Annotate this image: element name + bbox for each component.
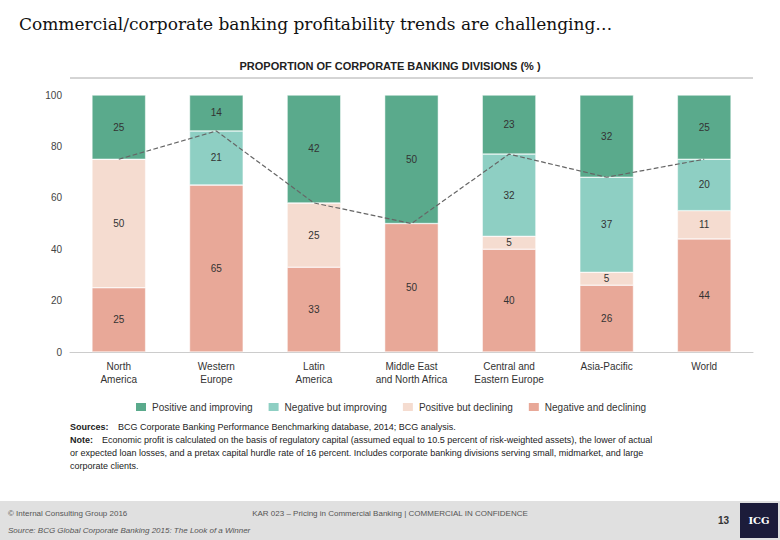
svg-text:Middle East: Middle East — [385, 361, 437, 372]
svg-text:Western: Western — [198, 361, 235, 372]
svg-text:0: 0 — [56, 347, 62, 358]
svg-text:ICG: ICG — [748, 515, 769, 526]
svg-text:23: 23 — [504, 119, 516, 130]
svg-text:America: America — [100, 374, 137, 385]
svg-text:Negative and declining: Negative and declining — [545, 402, 646, 413]
svg-text:100: 100 — [45, 90, 62, 101]
svg-text:and North Africa: and North Africa — [376, 374, 448, 385]
svg-text:Source: BCG Global Corporate B: Source: BCG Global Corporate Banking 201… — [8, 526, 251, 535]
svg-text:13: 13 — [718, 515, 730, 526]
svg-text:40: 40 — [504, 295, 516, 306]
svg-text:26: 26 — [601, 313, 613, 324]
svg-text:50: 50 — [406, 282, 418, 293]
svg-text:11: 11 — [699, 219, 710, 230]
svg-text:20: 20 — [51, 295, 63, 306]
svg-text:5: 5 — [506, 237, 512, 248]
svg-text:BCG Corporate Banking Performa: BCG Corporate Banking Performance Benchm… — [118, 422, 456, 432]
svg-text:Central and: Central and — [483, 361, 535, 372]
svg-text:Europe: Europe — [200, 374, 233, 385]
svg-text:25: 25 — [699, 122, 711, 133]
svg-text:America: America — [296, 374, 333, 385]
svg-text:40: 40 — [51, 244, 63, 255]
svg-text:50: 50 — [406, 154, 418, 165]
svg-text:Eastern Europe: Eastern Europe — [474, 374, 544, 385]
svg-text:25: 25 — [308, 230, 320, 241]
svg-text:Note:: Note: — [70, 435, 93, 445]
svg-text:42: 42 — [308, 143, 320, 154]
svg-text:37: 37 — [601, 219, 613, 230]
svg-text:Positive but declining: Positive but declining — [419, 402, 513, 413]
svg-text:80: 80 — [51, 141, 63, 152]
svg-text:32: 32 — [504, 190, 516, 201]
svg-text:25: 25 — [113, 122, 125, 133]
svg-text:Latin: Latin — [303, 361, 325, 372]
svg-text:32: 32 — [601, 131, 613, 142]
svg-text:Negative but improving: Negative but improving — [285, 402, 387, 413]
svg-text:Economic profit is calculated: Economic profit is calculated on the bas… — [102, 435, 652, 445]
svg-text:50: 50 — [113, 218, 125, 229]
svg-text:PROPORTION OF CORPORATE BANKIN: PROPORTION OF CORPORATE BANKING DIVISION… — [239, 60, 540, 72]
svg-text:44: 44 — [699, 290, 711, 301]
svg-text:65: 65 — [211, 263, 223, 274]
svg-text:North: North — [107, 361, 131, 372]
svg-text:© Internal Consulting Group 20: © Internal Consulting Group 2016 — [8, 509, 128, 518]
svg-text:33: 33 — [308, 304, 320, 315]
svg-text:KAR 023 – Pricing in Commercia: KAR 023 – Pricing in Commercial Banking … — [252, 509, 528, 518]
svg-text:14: 14 — [211, 107, 223, 118]
svg-text:60: 60 — [51, 192, 63, 203]
svg-text:20: 20 — [699, 179, 711, 190]
svg-text:Positive and improving: Positive and improving — [152, 402, 253, 413]
svg-text:25: 25 — [113, 314, 125, 325]
svg-text:Commercial/corporate banking p: Commercial/corporate banking profitabili… — [19, 14, 612, 34]
svg-text:Asia-Pacific: Asia-Pacific — [581, 361, 633, 372]
svg-text:World: World — [691, 361, 717, 372]
svg-text:or expected loan losses, and a: or expected loan losses, and a pretax ca… — [70, 448, 643, 458]
svg-text:Sources:: Sources: — [70, 422, 109, 432]
svg-text:5: 5 — [604, 273, 610, 284]
svg-text:corporate clients.: corporate clients. — [70, 461, 139, 471]
svg-text:21: 21 — [211, 152, 223, 163]
